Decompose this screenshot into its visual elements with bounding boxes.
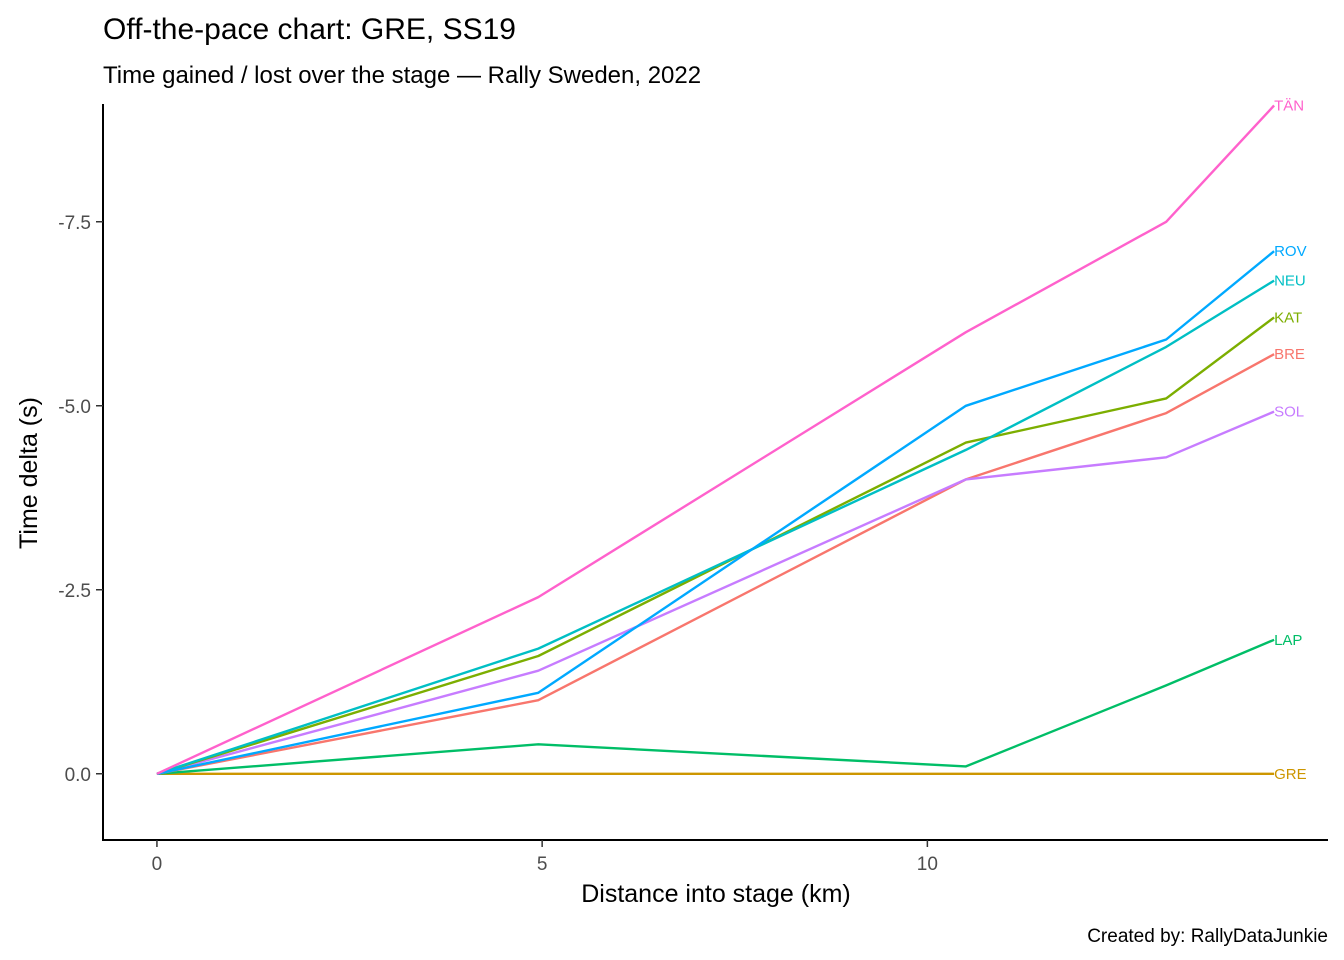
y-axis-title: Time delta (s) bbox=[15, 397, 43, 549]
series-line-tan bbox=[156, 104, 1275, 775]
x-tick-label: 10 bbox=[917, 854, 938, 875]
series-label-kat: KAT bbox=[1274, 309, 1302, 326]
y-axis-ticks: 0.0 -2.5 -5.0 -7.5 bbox=[58, 213, 103, 786]
y-tick-label: 0.0 bbox=[65, 765, 91, 786]
x-tick-label: 0 bbox=[152, 854, 163, 875]
series-label-lap: LAP bbox=[1274, 632, 1302, 649]
y-tick-label: -7.5 bbox=[58, 213, 91, 234]
series-label-neu: NEU bbox=[1274, 273, 1306, 290]
series-label-bre: BRE bbox=[1274, 346, 1305, 363]
chart-title: Off-the-pace chart: GRE, SS19 bbox=[103, 13, 516, 46]
y-tick-label: -5.0 bbox=[58, 397, 91, 418]
series-lines bbox=[156, 104, 1275, 775]
series-end-labels: GRE LAP BRE SOL KAT NEU ROV TÄN bbox=[1274, 97, 1307, 782]
series-line-kat bbox=[156, 316, 1275, 775]
series-label-sol: SOL bbox=[1274, 404, 1304, 421]
series-line-bre bbox=[156, 353, 1275, 775]
series-line-lap bbox=[156, 638, 1275, 775]
series-label-gre: GRE bbox=[1274, 766, 1307, 783]
series-line-neu bbox=[156, 279, 1275, 775]
x-tick-label: 5 bbox=[537, 854, 548, 875]
series-line-sol bbox=[156, 410, 1275, 775]
y-tick-label: -2.5 bbox=[58, 581, 91, 602]
series-label-tan: TÄN bbox=[1274, 97, 1304, 114]
chart-caption: Created by: RallyDataJunkie bbox=[1087, 926, 1328, 947]
x-axis-ticks: 0 5 10 bbox=[152, 840, 938, 875]
series-label-rov: ROV bbox=[1274, 243, 1307, 260]
chart-subtitle: Time gained / lost over the stage — Rall… bbox=[103, 62, 701, 89]
x-axis-title: Distance into stage (km) bbox=[581, 880, 851, 908]
series-line-rov bbox=[156, 250, 1275, 775]
